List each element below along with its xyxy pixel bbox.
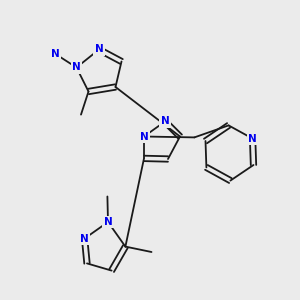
Text: N: N [103, 217, 112, 227]
Text: N: N [160, 116, 169, 127]
Text: N: N [94, 44, 103, 55]
Text: N: N [140, 131, 148, 142]
Text: N: N [72, 62, 81, 73]
Text: N: N [51, 49, 60, 59]
Text: N: N [80, 233, 89, 244]
Text: N: N [248, 134, 257, 144]
